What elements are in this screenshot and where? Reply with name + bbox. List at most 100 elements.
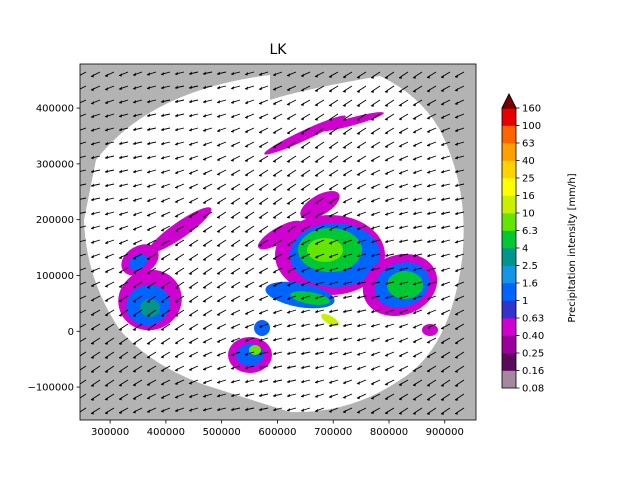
wind-arrow-head (217, 215, 220, 219)
wind-arrow-head (147, 99, 150, 104)
wind-arrow-head (357, 267, 360, 272)
wind-arrow-head (105, 284, 108, 288)
wind-arrow-head (147, 299, 150, 303)
wind-arrow-head (105, 226, 108, 230)
wind-arrow-head (245, 338, 248, 343)
colorbar-tick-label: 0.63 (522, 314, 544, 325)
wind-arrow-head (385, 185, 388, 189)
wind-arrow (80, 155, 87, 159)
wind-arrow-head (301, 351, 304, 356)
wind-arrow-head (399, 144, 402, 148)
wind-arrow-head (119, 226, 122, 231)
wind-arrow (80, 281, 87, 285)
wind-arrow-head (217, 271, 220, 275)
wind-arrow-head (217, 157, 220, 162)
wind-arrow-head (245, 215, 248, 219)
wind-arrow-head (161, 341, 164, 345)
wind-arrow-head (259, 351, 262, 356)
wind-arrow-head (91, 87, 94, 92)
wind-arrow-head (329, 309, 332, 314)
wind-arrow-head (329, 145, 332, 149)
wind-arrow-head (455, 225, 458, 230)
wind-arrow-head (175, 113, 178, 118)
wind-arrow-head (77, 383, 80, 387)
wind-arrow-head (203, 285, 206, 289)
wind-arrow-head (273, 351, 276, 356)
wind-arrow-head (371, 226, 374, 230)
wind-arrow-head (287, 283, 290, 287)
wind-arrow-head (427, 354, 430, 359)
wind-arrow-head (455, 369, 458, 373)
precip-echo (249, 345, 261, 355)
wind-arrow-head (91, 298, 94, 302)
wind-arrow-head (175, 340, 178, 345)
wind-arrow-head (217, 172, 220, 176)
wind-arrow-head (273, 407, 276, 412)
wind-arrow-head (399, 89, 402, 93)
wind-arrow-head (301, 116, 304, 121)
wind-arrow-head (119, 396, 122, 401)
wind-arrow-head (287, 379, 290, 384)
wind-arrow (80, 407, 87, 413)
wind-arrow-head (357, 186, 360, 190)
wind-arrow-head (343, 74, 346, 79)
wind-arrow-head (427, 156, 430, 161)
wind-arrow-head (427, 170, 430, 174)
wind-arrow-head (371, 396, 374, 400)
wind-arrow-head (357, 295, 360, 300)
wind-arrow-head (175, 199, 178, 204)
wind-arrow-head (133, 198, 136, 202)
colorbar-frame (501, 93, 517, 389)
precip-echo (264, 115, 346, 155)
wind-arrow-head (175, 271, 178, 275)
wind-arrow-head (455, 411, 458, 415)
wind-arrow-head (119, 73, 122, 77)
wind-arrow-head (371, 131, 374, 135)
wind-arrow-head (245, 86, 248, 90)
wind-arrow-head (413, 225, 416, 230)
wind-arrow-head (315, 74, 318, 78)
wind-arrow-head (77, 184, 80, 188)
colorbar-segment (502, 300, 516, 319)
wind-arrow-head (105, 355, 108, 359)
wind-arrow-head (413, 253, 416, 258)
wind-arrow-head (147, 198, 150, 203)
wind-arrow-head (133, 327, 136, 331)
wind-arrow-head (399, 130, 402, 134)
wind-arrow-head (287, 201, 290, 205)
wind-arrow-head (413, 143, 416, 148)
wind-arrow-head (147, 341, 150, 345)
wind-arrow-head (427, 183, 430, 188)
wind-arrow-head (455, 155, 458, 160)
wind-arrow-head (203, 142, 206, 147)
wind-arrow-head (147, 256, 150, 261)
wind-arrow-head (147, 141, 150, 146)
colorbar-segment (502, 353, 516, 371)
wind-arrow-head (455, 283, 458, 287)
wind-arrow-head (427, 325, 430, 330)
wind-arrow-head (133, 256, 136, 260)
wind-arrow-head (161, 409, 164, 413)
wind-arrow-head (455, 197, 458, 202)
colorbar-tick-label: 0.40 (522, 331, 544, 342)
wind-arrow-head (273, 173, 276, 177)
wind-arrow-head (273, 283, 276, 288)
wind-arrow-head (399, 75, 402, 79)
wind-arrow-head (441, 74, 444, 79)
wind-arrow-head (77, 283, 80, 287)
wind-arrow-head (385, 295, 388, 300)
wind-arrow-head (301, 214, 304, 219)
wind-arrow-head (231, 284, 234, 289)
wind-arrow-head (77, 411, 80, 415)
wind-arrow-head (217, 366, 220, 371)
wind-arrow-head (385, 117, 388, 121)
wind-arrow-head (245, 393, 248, 398)
wind-arrow-head (203, 186, 206, 190)
wind-arrow-head (315, 173, 318, 177)
wind-arrow-head (413, 184, 416, 188)
wind-arrow-head (231, 129, 234, 133)
wind-arrow-head (189, 200, 192, 204)
wind-arrow-head (245, 172, 248, 177)
wind-arrow-head (413, 411, 416, 415)
wind-arrow-head (161, 155, 164, 160)
